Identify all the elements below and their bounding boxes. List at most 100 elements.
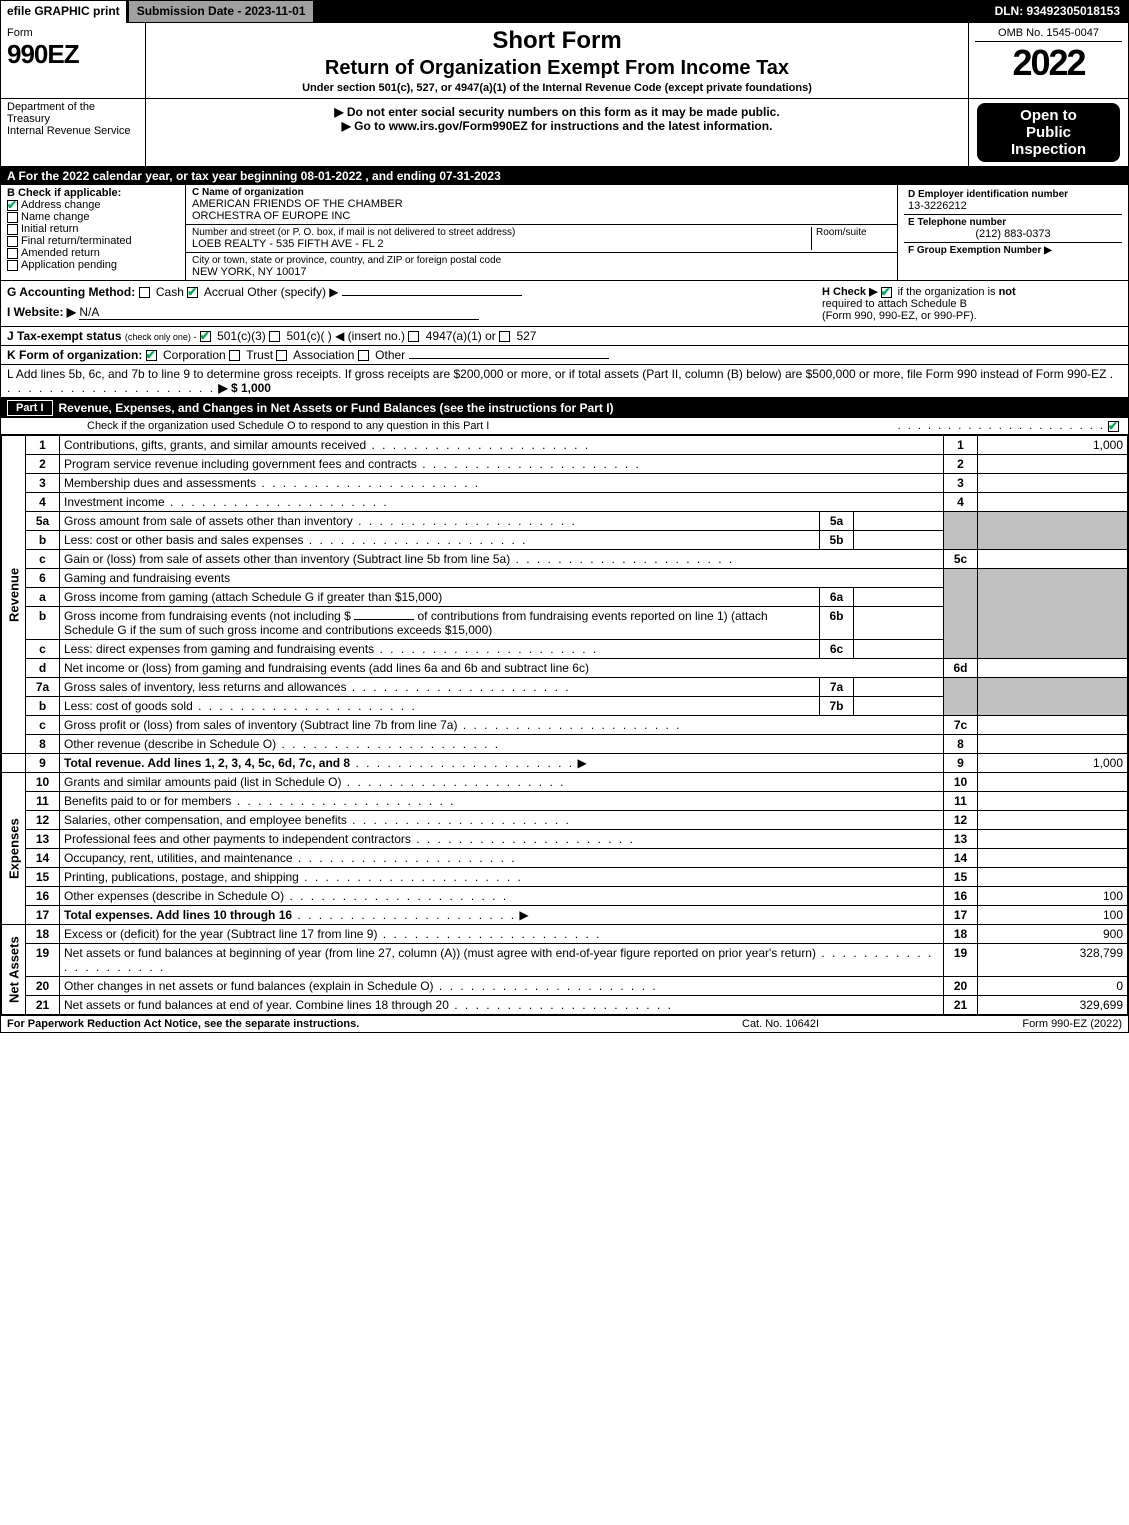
goto-link[interactable]: ▶ Go to www.irs.gov/Form990EZ for instru…: [152, 119, 962, 133]
check-address-change[interactable]: Address change: [7, 199, 179, 211]
checkbox-initial-icon: [7, 224, 18, 235]
l7ab-shade: [944, 678, 978, 716]
l6a-num: a: [26, 588, 60, 607]
l6c-sv: [854, 640, 944, 659]
j-opt1: 501(c)(3): [217, 329, 266, 343]
checkbox-cash-icon[interactable]: [139, 287, 150, 298]
k-assoc: Association: [293, 348, 354, 362]
l12-rn: 12: [944, 811, 978, 830]
checkbox-501c3-icon[interactable]: [200, 331, 211, 342]
part1-note-row: Check if the organization used Schedule …: [1, 418, 1128, 435]
under-section: Under section 501(c), 527, or 4947(a)(1)…: [154, 82, 960, 94]
l11-desc: Benefits paid to or for members: [64, 794, 231, 808]
row-17: 17 Total expenses. Add lines 10 through …: [2, 906, 1128, 925]
l13-val: [978, 830, 1128, 849]
checkbox-assoc-icon[interactable]: [276, 350, 287, 361]
l2-dots: [417, 457, 641, 471]
open-line3: Inspection: [981, 141, 1116, 158]
l7a-desc: Gross sales of inventory, less returns a…: [64, 680, 347, 694]
l7a-dots: [347, 680, 571, 694]
checkbox-4947-icon[interactable]: [408, 331, 419, 342]
l12-val: [978, 811, 1128, 830]
check-final[interactable]: Final return/terminated: [7, 235, 179, 247]
l12-dots: [347, 813, 571, 827]
l1-rn: 1: [944, 436, 978, 455]
checkbox-corp-icon[interactable]: [146, 350, 157, 361]
l6-shade: [944, 569, 978, 659]
check-initial[interactable]: Initial return: [7, 223, 179, 235]
checkbox-other-icon[interactable]: [358, 350, 369, 361]
l11-dots: [231, 794, 455, 808]
l4-dots: [165, 495, 389, 509]
l14-dots: [293, 851, 517, 865]
l12-num: 12: [26, 811, 60, 830]
checkbox-accrual-icon[interactable]: [187, 287, 198, 298]
l3-rn: 3: [944, 474, 978, 493]
l17-desc: Total expenses. Add lines 10 through 16: [64, 908, 292, 922]
row-7a: 7a Gross sales of inventory, less return…: [2, 678, 1128, 697]
check-pending[interactable]: Application pending: [7, 259, 179, 271]
l10-desc: Grants and similar amounts paid (list in…: [64, 775, 341, 789]
efile-print[interactable]: efile GRAPHIC print: [1, 1, 128, 23]
line-g-h: G Accounting Method: Cash Accrual Other …: [1, 281, 1128, 327]
row-bcd: B Check if applicable: Address change Na…: [1, 185, 1128, 281]
netassets-label: Net Assets: [2, 925, 26, 1015]
check-name-change[interactable]: Name change: [7, 211, 179, 223]
l15-val: [978, 868, 1128, 887]
checkbox-schedo-icon[interactable]: [1108, 421, 1119, 432]
instructions-row: Department of the Treasury Internal Reve…: [1, 99, 1128, 167]
room-label: Room/suite: [816, 227, 891, 238]
l5a-sn: 5a: [820, 512, 854, 531]
l21-val: 329,699: [978, 996, 1128, 1015]
checkbox-501c-icon[interactable]: [269, 331, 280, 342]
checkbox-addr-icon: [7, 200, 18, 211]
l5c-num: c: [26, 550, 60, 569]
tel-label: E Telephone number: [908, 217, 1118, 228]
l5c-desc: Gain or (loss) from sale of assets other…: [64, 552, 510, 566]
l1-dots: [366, 438, 590, 452]
check-amended[interactable]: Amended return: [7, 247, 179, 259]
l7b-dots: [193, 699, 417, 713]
l19-val: 328,799: [978, 944, 1128, 977]
l6d-rn: 6d: [944, 659, 978, 678]
l7a-sv: [854, 678, 944, 697]
l13-num: 13: [26, 830, 60, 849]
l5a-sv: [854, 512, 944, 531]
part1-note: Check if the organization used Schedule …: [7, 420, 489, 432]
l14-desc: Occupancy, rent, utilities, and maintena…: [64, 851, 293, 865]
l5b-dots: [303, 533, 527, 547]
l4-desc: Investment income: [64, 495, 165, 509]
l10-num: 10: [26, 773, 60, 792]
l5a-desc: Gross amount from sale of assets other t…: [64, 514, 353, 528]
l17-dots: [292, 908, 516, 922]
l6b-desc1: Gross income from fundraising events (no…: [64, 609, 351, 623]
group-block: F Group Exemption Number ▶: [904, 243, 1122, 258]
l4-val: [978, 493, 1128, 512]
checkbox-trust-icon[interactable]: [229, 350, 240, 361]
part1-dots: [898, 420, 1105, 432]
col-c: C Name of organization AMERICAN FRIENDS …: [186, 185, 898, 280]
l13-dots: [411, 832, 635, 846]
k-other-blank[interactable]: [409, 358, 609, 359]
row-4: 4 Investment income 4: [2, 493, 1128, 512]
l5b-desc: Less: cost or other basis and sales expe…: [64, 533, 303, 547]
l7c-num: c: [26, 716, 60, 735]
row-9: 9 Total revenue. Add lines 1, 2, 3, 4, 5…: [2, 754, 1128, 773]
line-i-label: I Website: ▶: [7, 305, 76, 319]
other-blank[interactable]: [342, 295, 522, 296]
l5ab-shade-v: [978, 512, 1128, 550]
dept-line1: Department of the Treasury: [7, 101, 139, 125]
l20-num: 20: [26, 977, 60, 996]
l6c-num: c: [26, 640, 60, 659]
checkbox-h-icon[interactable]: [881, 287, 892, 298]
k-other: Other: [375, 348, 405, 362]
header-row: Form 990EZ Short Form Return of Organiza…: [1, 23, 1128, 99]
j-opt2: 501(c)( ) ◀ (insert no.): [286, 329, 405, 343]
checkbox-527-icon[interactable]: [499, 331, 510, 342]
l6c-sn: 6c: [820, 640, 854, 659]
header-left: Form 990EZ: [1, 23, 146, 98]
line-l: L Add lines 5b, 6c, and 7b to line 9 to …: [1, 365, 1128, 398]
row-2: 2 Program service revenue including gove…: [2, 455, 1128, 474]
l16-val: 100: [978, 887, 1128, 906]
l18-dots: [377, 927, 601, 941]
